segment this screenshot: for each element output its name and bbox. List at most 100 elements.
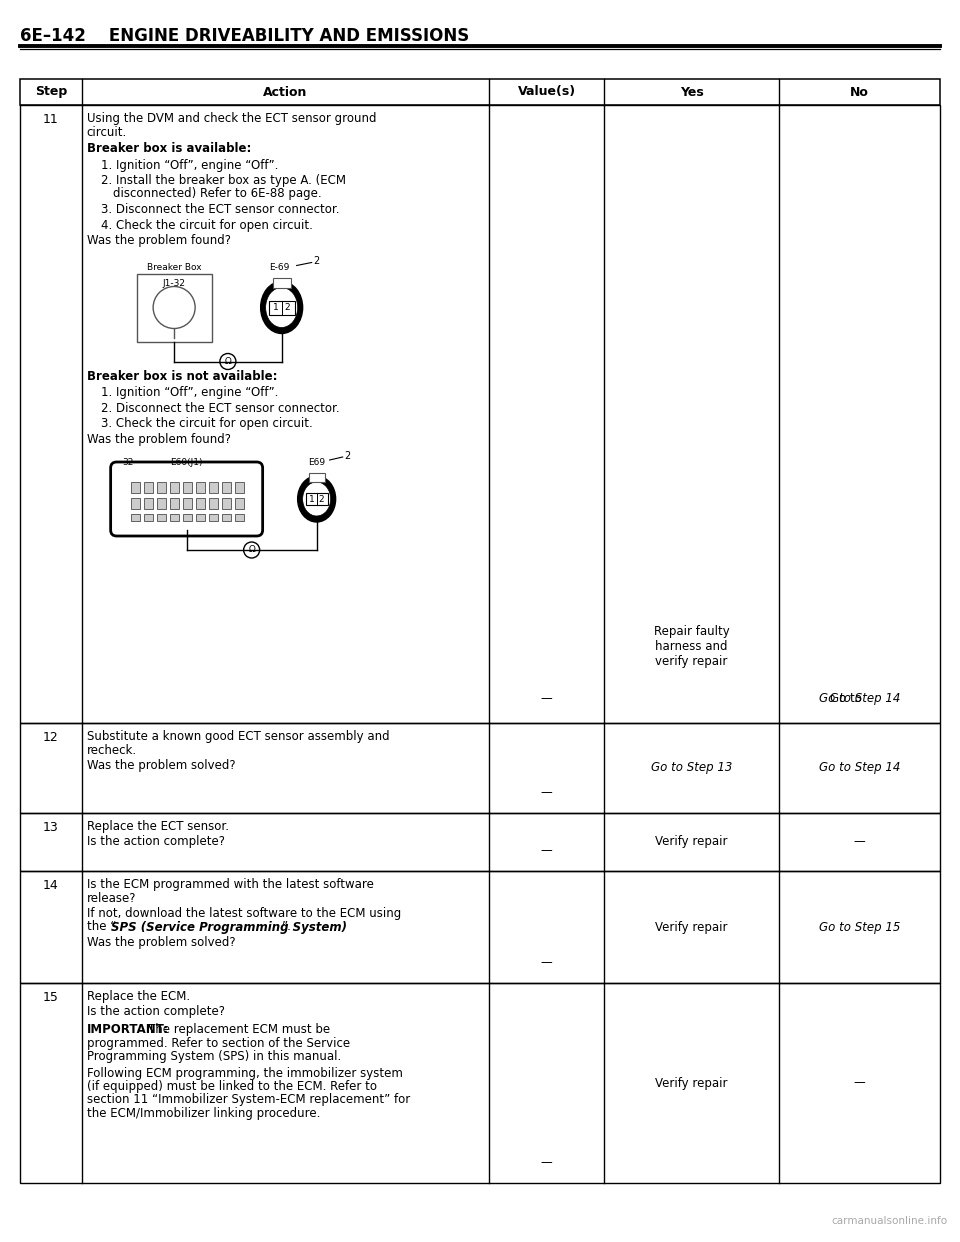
- Bar: [144, 498, 153, 509]
- Text: 2. Install the breaker box as type A. (ECM: 2. Install the breaker box as type A. (E…: [101, 174, 346, 188]
- Text: Repair faulty
harness and
verify repair: Repair faulty harness and verify repair: [654, 625, 730, 668]
- Bar: [208, 498, 218, 509]
- Text: Substitute a known good ECT sensor assembly and: Substitute a known good ECT sensor assem…: [86, 730, 389, 743]
- Text: the “: the “: [86, 920, 116, 934]
- Circle shape: [244, 542, 259, 558]
- FancyBboxPatch shape: [110, 462, 263, 537]
- Text: 14: 14: [43, 879, 59, 892]
- Text: Replace the ECT sensor.: Replace the ECT sensor.: [86, 820, 228, 833]
- Text: Ω: Ω: [225, 356, 231, 366]
- Bar: [309, 473, 324, 482]
- Text: 2: 2: [319, 494, 324, 503]
- Bar: [156, 498, 166, 509]
- Text: (if equipped) must be linked to the ECM. Refer to: (if equipped) must be linked to the ECM.…: [86, 1081, 376, 1093]
- Text: Is the action complete?: Is the action complete?: [86, 1006, 225, 1018]
- Text: If not, download the latest software to the ECM using: If not, download the latest software to …: [86, 907, 401, 920]
- Bar: [222, 498, 230, 509]
- Text: Is the action complete?: Is the action complete?: [86, 836, 225, 848]
- Bar: [222, 482, 230, 493]
- Text: —: —: [540, 786, 553, 799]
- Text: circuit.: circuit.: [86, 125, 127, 139]
- Text: 2: 2: [314, 257, 320, 267]
- Bar: [182, 514, 192, 520]
- Text: 3. Check the circuit for open circuit.: 3. Check the circuit for open circuit.: [101, 417, 312, 430]
- Bar: [20, 814, 940, 871]
- Bar: [170, 498, 179, 509]
- Bar: [136, 273, 211, 342]
- Text: J1-32: J1-32: [162, 279, 185, 288]
- Text: disconnected) Refer to 6E-88 page.: disconnected) Refer to 6E-88 page.: [112, 188, 322, 200]
- Text: Action: Action: [263, 86, 307, 98]
- Text: 2: 2: [345, 451, 351, 461]
- Bar: [144, 482, 153, 493]
- Text: Is the ECM programmed with the latest software: Is the ECM programmed with the latest so…: [86, 878, 373, 891]
- Text: —: —: [540, 845, 553, 857]
- Bar: [305, 493, 327, 505]
- Text: Breaker box is available:: Breaker box is available:: [86, 142, 251, 155]
- Text: 12: 12: [43, 732, 59, 744]
- Bar: [182, 482, 192, 493]
- Bar: [182, 498, 192, 509]
- Bar: [170, 514, 179, 520]
- Text: —: —: [540, 692, 553, 705]
- Bar: [20, 79, 940, 106]
- Text: 15: 15: [43, 991, 59, 1004]
- Text: 1. Ignition “Off”, engine “Off”.: 1. Ignition “Off”, engine “Off”.: [101, 159, 278, 171]
- Text: ”.: ”.: [281, 920, 292, 934]
- Text: Yes: Yes: [680, 86, 704, 98]
- Text: Ω: Ω: [249, 545, 255, 554]
- Text: Go to: Go to: [829, 692, 889, 705]
- Text: carmanualsonline.info: carmanualsonline.info: [832, 1216, 948, 1226]
- Text: IMPORTANT:: IMPORTANT:: [86, 1023, 169, 1036]
- Text: Using the DVM and check the ECT sensor ground: Using the DVM and check the ECT sensor g…: [86, 112, 376, 125]
- Text: E60(J1): E60(J1): [170, 458, 203, 467]
- Text: Following ECM programming, the immobilizer system: Following ECM programming, the immobiliz…: [86, 1067, 402, 1079]
- Text: Was the problem found?: Was the problem found?: [86, 432, 230, 446]
- Text: Go to Step 14: Go to Step 14: [819, 761, 900, 775]
- Text: 6E–142    ENGINE DRIVEABILITY AND EMISSIONS: 6E–142 ENGINE DRIVEABILITY AND EMISSIONS: [20, 27, 469, 45]
- Ellipse shape: [260, 282, 302, 334]
- Text: Go to Step 14: Go to Step 14: [819, 692, 900, 705]
- Bar: [234, 514, 244, 520]
- Text: —: —: [853, 836, 865, 848]
- Text: Verify repair: Verify repair: [656, 836, 728, 848]
- Text: E69: E69: [308, 458, 325, 467]
- Text: Go to Step 15: Go to Step 15: [819, 920, 900, 934]
- Bar: [196, 482, 204, 493]
- Bar: [208, 482, 218, 493]
- Text: Value(s): Value(s): [517, 86, 576, 98]
- Text: 2: 2: [285, 303, 291, 312]
- Bar: [222, 514, 230, 520]
- Ellipse shape: [302, 482, 330, 515]
- Text: 1: 1: [273, 303, 278, 312]
- Bar: [234, 498, 244, 509]
- Bar: [20, 871, 940, 982]
- Text: Verify repair: Verify repair: [656, 920, 728, 934]
- Text: Was the problem solved?: Was the problem solved?: [86, 936, 235, 949]
- Bar: [20, 723, 940, 814]
- Bar: [20, 982, 940, 1182]
- Bar: [273, 277, 291, 287]
- Text: Step: Step: [35, 86, 67, 98]
- Ellipse shape: [298, 476, 336, 522]
- Bar: [131, 514, 139, 520]
- Bar: [131, 498, 139, 509]
- Text: —: —: [540, 956, 553, 969]
- Bar: [196, 498, 204, 509]
- Bar: [208, 514, 218, 520]
- Bar: [144, 514, 153, 520]
- Text: Verify repair: Verify repair: [656, 1077, 728, 1089]
- Bar: [20, 106, 940, 723]
- Text: —: —: [540, 1156, 553, 1169]
- Text: programmed. Refer to section of the Service: programmed. Refer to section of the Serv…: [86, 1037, 349, 1049]
- Text: Replace the ECM.: Replace the ECM.: [86, 990, 190, 1004]
- Bar: [131, 482, 139, 493]
- Text: Programming System (SPS) in this manual.: Programming System (SPS) in this manual.: [86, 1049, 341, 1063]
- Text: Go to Step 13: Go to Step 13: [651, 761, 732, 775]
- Bar: [156, 514, 166, 520]
- Bar: [234, 482, 244, 493]
- Text: 32: 32: [123, 458, 134, 467]
- Text: Breaker box is not available:: Breaker box is not available:: [86, 370, 277, 383]
- Ellipse shape: [266, 287, 298, 328]
- Text: Was the problem solved?: Was the problem solved?: [86, 759, 235, 773]
